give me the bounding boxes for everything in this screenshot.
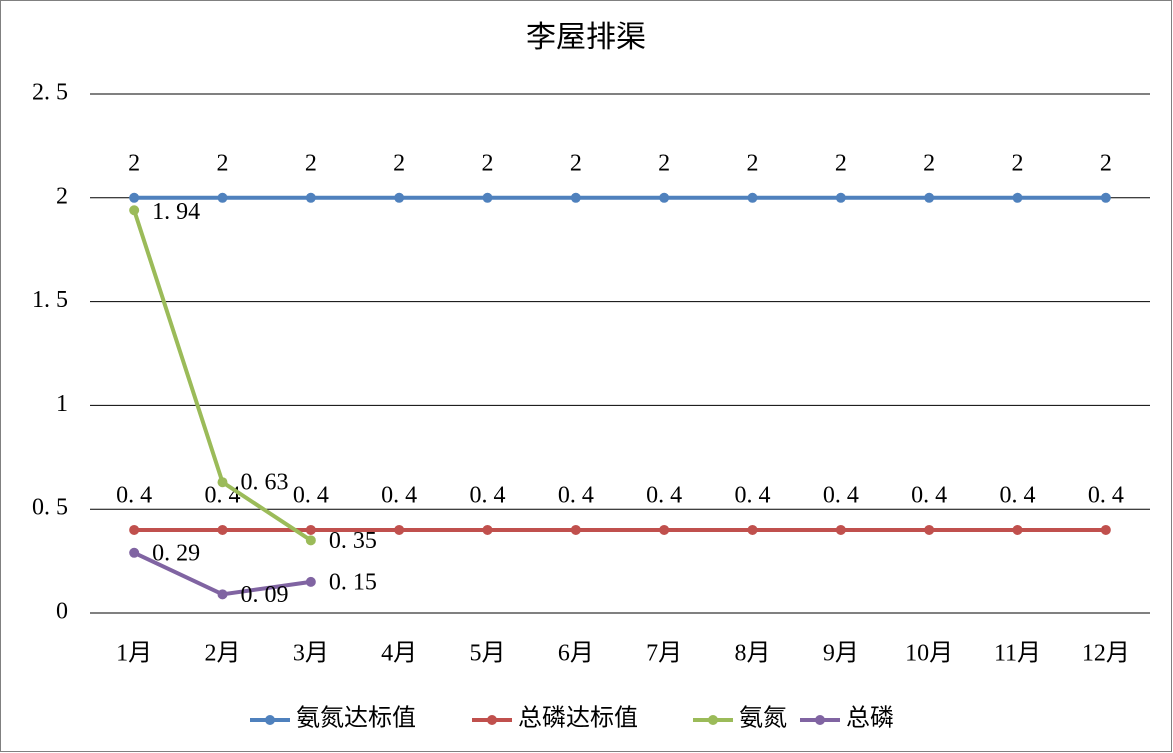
x-tick-label: 11月 — [994, 641, 1041, 667]
data-point — [747, 192, 758, 203]
y-tick-label: 2. 5 — [32, 80, 68, 106]
data-point — [482, 192, 493, 203]
data-point — [835, 192, 846, 203]
data-label: 0. 4 — [1088, 482, 1124, 508]
data-point — [1012, 192, 1023, 203]
data-point — [305, 192, 316, 203]
data-point — [217, 589, 228, 600]
data-point — [659, 524, 670, 535]
data-label: 0. 4 — [116, 482, 152, 508]
legend-label: 总磷达标值 — [518, 705, 638, 732]
data-label: 2 — [658, 150, 670, 176]
data-label: 2 — [570, 150, 582, 176]
data-label: 0. 4 — [735, 482, 771, 508]
data-point — [305, 535, 316, 546]
data-label: 2 — [482, 150, 494, 176]
legend-label: 氨氮 — [739, 705, 787, 732]
x-tick-label: 4月 — [381, 641, 417, 667]
data-point — [1100, 192, 1111, 203]
legend-marker — [708, 715, 718, 725]
legend-marker — [487, 715, 497, 725]
data-label: 0. 63 — [241, 470, 289, 496]
x-tick-label: 12月 — [1082, 641, 1130, 667]
data-label: 0. 15 — [329, 569, 377, 595]
x-tick-label: 8月 — [735, 641, 771, 667]
data-label: 0. 4 — [381, 482, 417, 508]
data-label: 0. 4 — [470, 482, 506, 508]
data-point — [129, 192, 140, 203]
y-tick-label: 0 — [56, 599, 68, 625]
data-label: 0. 4 — [1000, 482, 1036, 508]
y-tick-label: 0. 5 — [32, 495, 68, 521]
data-point — [570, 192, 581, 203]
data-label: 2 — [128, 150, 140, 176]
data-label: 0. 4 — [558, 482, 594, 508]
data-point — [129, 524, 140, 535]
data-point — [394, 524, 405, 535]
data-point — [217, 524, 228, 535]
data-label: 0. 29 — [152, 540, 200, 566]
data-point — [305, 524, 316, 535]
data-point — [1100, 524, 1111, 535]
x-tick-label: 10月 — [905, 641, 953, 667]
data-label: 2 — [1100, 150, 1112, 176]
data-label: 0. 4 — [911, 482, 947, 508]
data-point — [482, 524, 493, 535]
x-tick-label: 5月 — [470, 641, 506, 667]
data-point — [835, 524, 846, 535]
y-tick-label: 2 — [56, 183, 68, 209]
x-tick-label: 1月 — [116, 641, 152, 667]
data-point — [924, 192, 935, 203]
x-tick-label: 7月 — [646, 641, 682, 667]
data-point — [1012, 524, 1023, 535]
data-label: 0. 35 — [329, 528, 377, 554]
y-tick-label: 1 — [56, 391, 68, 417]
data-point — [747, 524, 758, 535]
x-tick-label: 2月 — [205, 641, 241, 667]
legend-label: 总磷 — [846, 705, 894, 732]
data-label: 0. 09 — [241, 582, 289, 608]
x-tick-label: 3月 — [293, 641, 329, 667]
data-point — [570, 524, 581, 535]
data-point — [659, 192, 670, 203]
data-point — [129, 205, 140, 216]
data-label: 2 — [835, 150, 847, 176]
data-label: 2 — [747, 150, 759, 176]
x-tick-label: 6月 — [558, 641, 594, 667]
data-label: 2 — [305, 150, 317, 176]
data-label: 2 — [393, 150, 405, 176]
y-tick-label: 1. 5 — [32, 287, 68, 313]
data-point — [305, 576, 316, 587]
data-point — [217, 192, 228, 203]
data-point — [394, 192, 405, 203]
x-tick-label: 9月 — [823, 641, 859, 667]
legend-label: 氨氮达标值 — [296, 705, 416, 732]
data-label: 1. 94 — [152, 199, 200, 225]
data-label: 2 — [1012, 150, 1024, 176]
chart-title: 李屋排渠 — [526, 21, 646, 54]
data-label: 2 — [217, 150, 229, 176]
data-point — [217, 477, 228, 488]
data-label: 0. 4 — [646, 482, 682, 508]
data-label: 0. 4 — [293, 482, 329, 508]
data-point — [924, 524, 935, 535]
data-point — [129, 547, 140, 558]
data-label: 2 — [923, 150, 935, 176]
legend-marker — [815, 715, 825, 725]
data-label: 0. 4 — [823, 482, 859, 508]
legend-marker — [265, 715, 275, 725]
